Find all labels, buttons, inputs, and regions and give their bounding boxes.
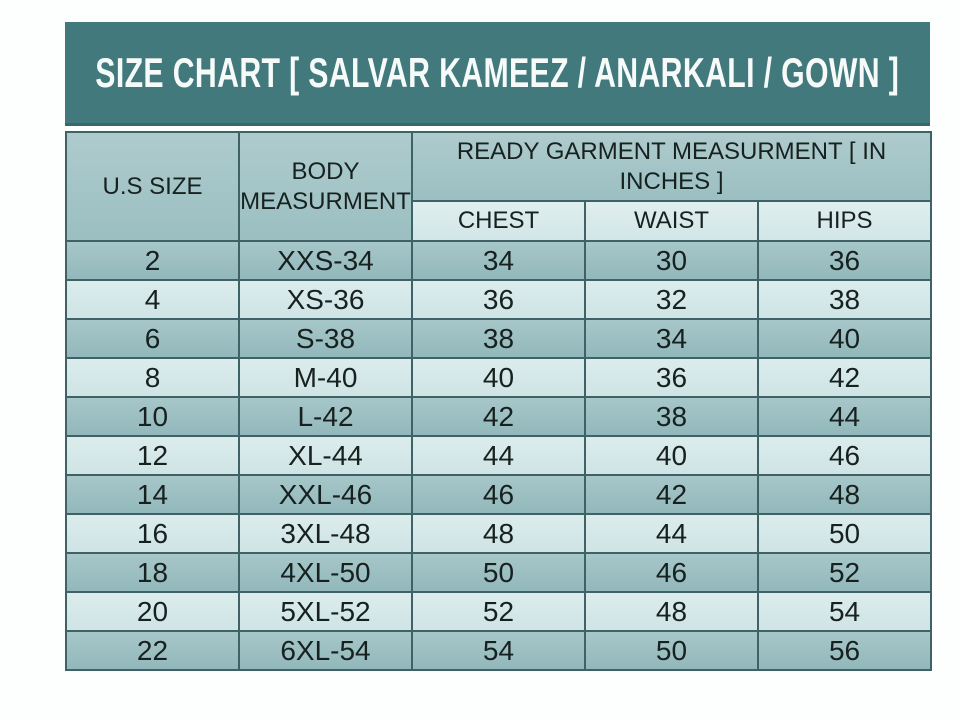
table-cell: 48 (756, 474, 933, 515)
table-row: 22 6XL-54 54 50 56 (65, 630, 933, 671)
table-cell: 10 (65, 396, 240, 437)
table-cell: 40 (584, 435, 759, 476)
table-cell: 34 (584, 318, 759, 359)
table-cell: 40 (411, 357, 586, 398)
table-cell: M-40 (238, 357, 413, 398)
table-cell: 50 (584, 630, 759, 671)
table-cell: 50 (411, 552, 586, 593)
table-row: 16 3XL-48 48 44 50 (65, 513, 933, 554)
table-cell: 48 (411, 513, 586, 554)
table-cell: 18 (65, 552, 240, 593)
table-cell: 36 (411, 279, 586, 320)
table-cell: S-38 (238, 318, 413, 359)
table-cell: 42 (756, 357, 933, 398)
header-us-size: U.S SIZE (65, 131, 240, 242)
header-waist: WAIST (584, 200, 759, 242)
table-cell: 36 (756, 240, 933, 281)
table-cell: 34 (411, 240, 586, 281)
table-cell: 44 (756, 396, 933, 437)
table-cell: 46 (411, 474, 586, 515)
table-cell: 52 (756, 552, 933, 593)
table-cell: 54 (411, 630, 586, 671)
table-cell: 56 (756, 630, 933, 671)
header-row-main: U.S SIZE BODY MEASURMENT READY GARMENT M… (65, 131, 933, 242)
table-cell: 50 (756, 513, 933, 554)
header-ready-garment: READY GARMENT MEASURMENT [ IN INCHES ] (410, 131, 933, 202)
table-cell: 52 (411, 591, 586, 632)
table-cell: 46 (584, 552, 759, 593)
table-row: 8 M-40 40 36 42 (65, 357, 933, 398)
table-cell: XXL-46 (238, 474, 413, 515)
table-cell: 38 (584, 396, 759, 437)
table-cell: L-42 (238, 396, 413, 437)
table-cell: XL-44 (238, 435, 413, 476)
table-cell: 46 (756, 435, 933, 476)
table-cell: 6XL-54 (238, 630, 413, 671)
table-cell: 54 (756, 591, 933, 632)
table-cell: 42 (411, 396, 586, 437)
size-chart-content: SIZE CHART [ SALVAR KAMEEZ / ANARKALI / … (65, 22, 933, 671)
table-cell: 38 (756, 279, 933, 320)
table-cell: 40 (756, 318, 933, 359)
header-hips: HIPS (756, 200, 933, 242)
table-cell: 20 (65, 591, 240, 632)
table-cell: 4 (65, 279, 240, 320)
table-cell: XS-36 (238, 279, 413, 320)
table-row: 18 4XL-50 50 46 52 (65, 552, 933, 593)
table-cell: 14 (65, 474, 240, 515)
title-bar: SIZE CHART [ SALVAR KAMEEZ / ANARKALI / … (65, 22, 930, 126)
header-row-sub: CHEST WAIST HIPS (66, 200, 933, 242)
table-cell: 42 (584, 474, 759, 515)
size-chart-table: U.S SIZE BODY MEASURMENT READY GARMENT M… (65, 131, 933, 671)
table-cell: 5XL-52 (238, 591, 413, 632)
size-table-body: 2 XXS-34 34 30 36 4 XS-36 36 32 38 6 S-38 38 34 40 8 M-4… (65, 240, 933, 671)
table-cell: 32 (584, 279, 759, 320)
table-cell: 30 (584, 240, 759, 281)
page-title: SIZE CHART [ SALVAR KAMEEZ / ANARKALI / … (95, 48, 900, 96)
table-cell: 38 (411, 318, 586, 359)
table-row: 2 XXS-34 34 30 36 (65, 240, 933, 281)
header-chest: CHEST (411, 200, 586, 242)
table-cell: XXS-34 (238, 240, 413, 281)
table-cell: 22 (65, 630, 240, 671)
table-cell: 6 (65, 318, 240, 359)
table-cell: 4XL-50 (238, 552, 413, 593)
table-cell: 12 (65, 435, 240, 476)
table-cell: 44 (411, 435, 586, 476)
table-header: U.S SIZE BODY MEASURMENT READY GARMENT M… (65, 131, 933, 242)
table-cell: 3XL-48 (238, 513, 413, 554)
table-cell: 48 (584, 591, 759, 632)
table-row: 6 S-38 38 34 40 (65, 318, 933, 359)
table-cell: 36 (584, 357, 759, 398)
table-row: 10 L-42 42 38 44 (65, 396, 933, 437)
table-cell: 8 (65, 357, 240, 398)
header-body-measurement: BODY MEASURMENT (238, 131, 413, 242)
table-cell: 44 (584, 513, 759, 554)
table-row: 4 XS-36 36 32 38 (65, 279, 933, 320)
table-cell: 16 (65, 513, 240, 554)
table-row: 20 5XL-52 52 48 54 (65, 591, 933, 632)
table-row: 12 XL-44 44 40 46 (65, 435, 933, 476)
table-row: 14 XXL-46 46 42 48 (65, 474, 933, 515)
table-cell: 2 (65, 240, 240, 281)
